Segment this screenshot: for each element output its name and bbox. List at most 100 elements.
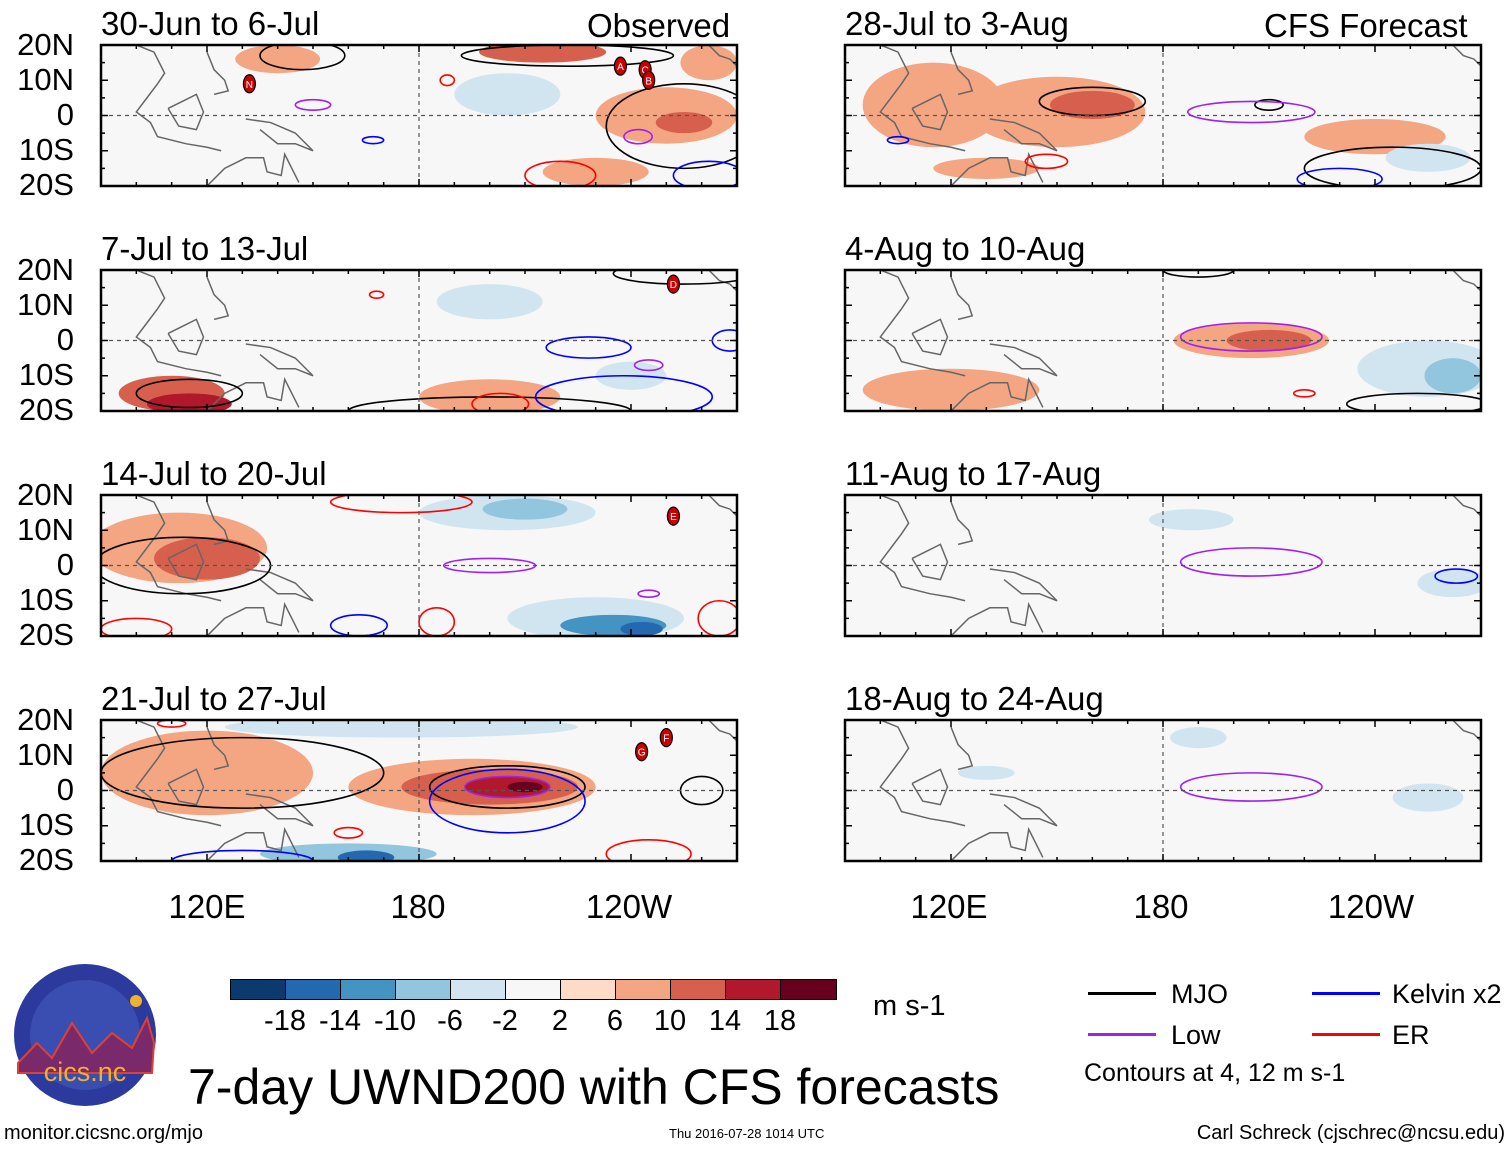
forecast-label: CFS Forecast (1264, 7, 1468, 44)
panel-title: 7-Jul to 13-Jul (101, 230, 309, 267)
colorbar-swatch (670, 979, 727, 1000)
wind-anomaly-region (1269, 284, 1481, 327)
svg-text:D: D (670, 280, 677, 291)
y-tick-label: 20N (17, 477, 74, 512)
low-contour (1186, 100, 1316, 124)
colorbar-label: 2 (551, 1005, 569, 1037)
coastline (950, 826, 1044, 861)
coastline (950, 376, 1044, 411)
coastline (245, 793, 314, 827)
coastline (950, 726, 974, 771)
panel-title: 21-Jul to 27-Jul (101, 680, 327, 717)
figure-title: 7-day UWND200 with CFS forecasts (188, 1059, 1000, 1115)
wind-anomaly-region (1127, 59, 1269, 88)
coastline (167, 318, 205, 356)
coastline (245, 118, 314, 152)
wind-anomaly-region (207, 287, 349, 359)
wind-anomaly-region (101, 730, 313, 816)
wind-anomaly-region (620, 621, 663, 636)
colorbar-label: -6 (437, 1005, 463, 1037)
legend-mjo: MJO (1171, 979, 1228, 1009)
wind-anomaly-region (542, 157, 649, 186)
er-contour (333, 826, 364, 839)
coastline (135, 495, 222, 602)
svg-text:B: B (645, 76, 652, 87)
er-contour (524, 160, 597, 186)
kelvin-contour (545, 336, 632, 359)
map-panel (843, 493, 1483, 638)
coastline (911, 318, 949, 356)
colorbar-label: -14 (319, 1005, 361, 1037)
wind-anomaly-region (479, 45, 607, 63)
coastline (879, 720, 966, 827)
x-tick-180-left: 180 (390, 888, 446, 925)
mjo-contour (1303, 146, 1481, 186)
wind-anomaly-region (862, 368, 1040, 411)
legend-er-line (1312, 1033, 1380, 1036)
wind-anomaly-region (207, 607, 349, 636)
y-tick-label: 10S (18, 807, 74, 842)
y-tick-label: 10N (17, 287, 74, 322)
coastline (989, 793, 1058, 827)
wind-anomaly-region (419, 379, 561, 411)
storm-marker: N (242, 74, 256, 94)
coastline (911, 93, 949, 131)
x-tick-120w-right: 120W (1327, 888, 1415, 925)
colorbar-swatch (340, 979, 397, 1000)
wind-anomaly-region (507, 781, 543, 793)
mjo-contour (1254, 98, 1284, 112)
er-contour (439, 74, 456, 87)
coastline (206, 51, 230, 96)
kelvin-contour (534, 374, 714, 411)
svg-text:N: N (246, 80, 253, 91)
colorbar-swatch (780, 979, 837, 1000)
coastline (167, 93, 205, 131)
svg-text:E: E (670, 512, 677, 523)
legend-mjo-line (1088, 992, 1156, 995)
mjo-contour (1345, 392, 1481, 411)
mjo-contour (1038, 86, 1147, 117)
x-tick-120w-left: 120W (585, 888, 673, 925)
coastline (135, 270, 222, 377)
wind-anomaly-region (933, 157, 1040, 179)
panel-title: 14-Jul to 20-Jul (101, 455, 327, 492)
colorbar-swatch (450, 979, 507, 1000)
footer-author: Carl Schreck (cjschrec@ncsu.edu) (1196, 1122, 1505, 1144)
panel-title: 18-Aug to 24-Aug (845, 680, 1104, 717)
y-tick-label: 20N (17, 702, 74, 737)
coastline (879, 495, 966, 602)
legend-low: Low (1171, 1020, 1221, 1050)
low-contour (633, 359, 664, 372)
coastline (206, 151, 300, 186)
er-contour (101, 617, 173, 636)
coastline (135, 45, 222, 152)
colorbar-label: 10 (653, 1005, 687, 1037)
map-panel (843, 718, 1483, 863)
kelvin-contour (361, 135, 385, 145)
wind-anomaly-region (958, 765, 1015, 780)
svg-text:C: C (642, 66, 649, 77)
colorbar-swatch (395, 979, 452, 1000)
wind-anomaly-region (915, 287, 1199, 359)
low-contour (1179, 547, 1323, 577)
colorbar-label: 18 (763, 1005, 797, 1037)
x-tick-120e-right: 120E (910, 888, 988, 925)
low-contour (623, 128, 653, 145)
coastline (950, 51, 974, 96)
er-contour (156, 720, 187, 728)
y-tick-label: 10N (17, 737, 74, 772)
coastline (206, 501, 230, 546)
observed-label: Observed (587, 7, 731, 44)
map-panel (843, 268, 1483, 413)
footer-url: monitor.cicsnc.org/mjo (4, 1122, 203, 1144)
panel-title: 28-Jul to 3-Aug (845, 5, 1069, 42)
mjo-contour (135, 378, 244, 409)
storm-marker: D (666, 274, 681, 294)
wind-anomaly-region (1049, 90, 1135, 120)
low-contour (637, 589, 661, 599)
mjo-contour (612, 270, 737, 285)
coastline (206, 601, 300, 636)
kelvin-contour (1434, 568, 1479, 584)
kelvin-contour (329, 614, 388, 636)
x-tick-120e-left: 120E (168, 888, 246, 925)
